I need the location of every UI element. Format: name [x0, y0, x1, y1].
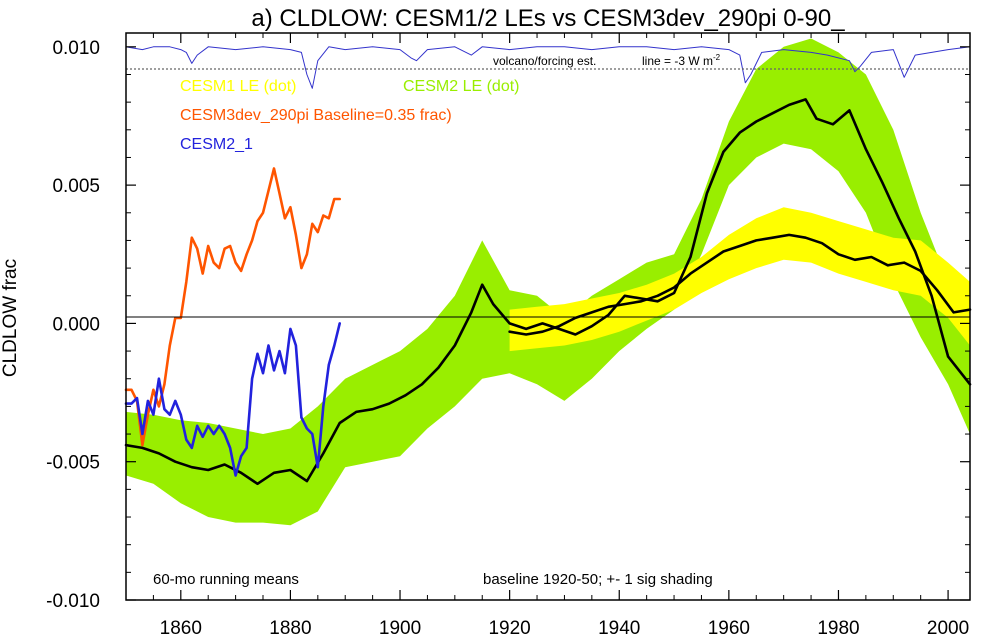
running-means-note: 60-mo running means	[153, 571, 299, 588]
x-tick-label-1980: 1980	[817, 618, 859, 639]
series-line-cesm2-le-mean	[124, 98, 972, 486]
x-tick-label-2000: 2000	[927, 618, 969, 639]
band-cesm1-le-dot	[509, 207, 970, 352]
volcano-line-label: line = -3 W m-2	[642, 53, 721, 68]
plot-frame	[125, 32, 971, 601]
legend-cesm3dev: CESM3dev_290pi Baseline=0.35 frac)	[180, 107, 452, 124]
volcano-label: volcano/forcing est.	[493, 54, 596, 68]
band-cesm2-le-dot	[126, 38, 970, 526]
axis-layer: 1860 1880 1900 1920 1940 1960 1980 2000 -0.010 -0…	[46, 33, 970, 639]
volcano-line-superscript: -2	[713, 53, 721, 62]
x-tick-label-1940: 1940	[598, 618, 640, 639]
series-layer	[124, 38, 972, 526]
volcano-line-text: line = -3 W m	[642, 54, 713, 68]
y-axis-label: CLDLOW frac	[0, 259, 21, 377]
x-tick-label-1960: 1960	[708, 618, 750, 639]
legend-cesm2-le: CESM2 LE (dot)	[403, 78, 519, 95]
x-tick-label-1880: 1880	[269, 618, 311, 639]
x-tick-label-1860: 1860	[160, 618, 202, 639]
x-tick-label-1920: 1920	[488, 618, 530, 639]
y-tick-label: 0.010	[52, 38, 100, 59]
y-tick-label: 0.005	[52, 176, 100, 197]
x-tick-label-1900: 1900	[379, 618, 421, 639]
y-tick-label: -0.010	[46, 591, 100, 612]
y-tick-label: -0.005	[46, 453, 100, 474]
legend-cesm2-1: CESM2_1	[180, 136, 253, 153]
series-line-cesm1-le-mean	[508, 233, 972, 336]
series-line-cesm2-1	[124, 322, 341, 477]
legend-cesm1-le: CESM1 LE (dot)	[180, 78, 296, 95]
series-line-volcano-forcing-est	[125, 46, 971, 89]
chart-title: a) CLDLOW: CESM1/2 LEs vs CESM3dev_290pi…	[251, 5, 845, 32]
baseline-note: baseline 1920-50; +- 1 sig shading	[483, 571, 713, 588]
y-tick-label: 0.000	[52, 314, 100, 335]
